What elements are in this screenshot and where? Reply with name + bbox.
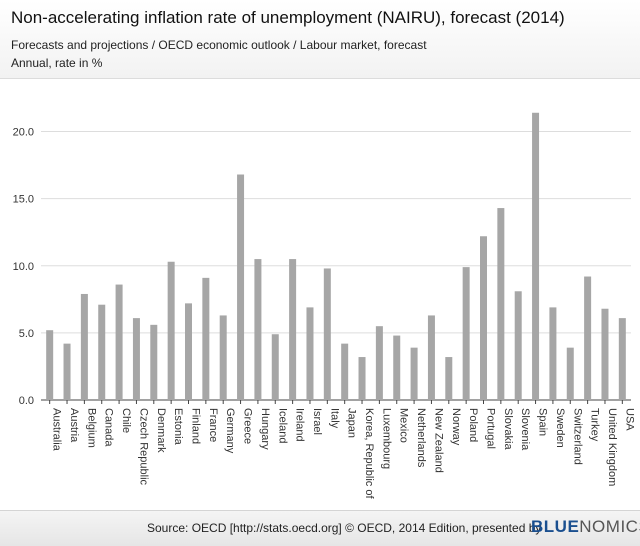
y-tick-label: 5.0 [19, 328, 34, 340]
x-tick-label: Finland [190, 408, 202, 444]
bar [271, 334, 279, 400]
chart-title: Non-accelerating inflation rate of unemp… [11, 8, 565, 27]
x-tick-label: Estonia [172, 408, 184, 446]
bar [306, 307, 314, 400]
y-tick-label: 20.0 [13, 127, 34, 139]
x-tick-label: Greece [242, 408, 254, 444]
bar [254, 259, 262, 400]
x-tick-label: Norway [450, 408, 462, 446]
bar [358, 357, 366, 400]
y-tick-label: 15.0 [13, 194, 34, 206]
bar [289, 259, 297, 400]
x-tick-label: Spain [537, 408, 549, 436]
x-tick-label: Austria [68, 408, 80, 443]
x-tick-label: Slovenia [519, 408, 531, 451]
brand-part-nomics: NOMICS [579, 517, 640, 536]
x-tick-label: New Zealand [432, 408, 444, 473]
x-tick-label: Netherlands [415, 408, 427, 468]
x-tick-label: Italy [328, 408, 340, 429]
x-tick-label: Ireland [294, 408, 306, 442]
bar [584, 276, 592, 400]
bar [497, 208, 505, 400]
bar [323, 268, 331, 400]
bar [445, 357, 453, 400]
x-tick-label: Korea, Republic of [363, 408, 375, 499]
x-tick-label: USA [623, 408, 635, 431]
bar [549, 307, 557, 400]
x-tick-label: Portugal [485, 408, 497, 449]
x-tick-label: Australia [51, 408, 63, 452]
y-tick-label: 0.0 [19, 395, 34, 407]
bar [566, 347, 574, 400]
bar [98, 304, 106, 400]
bar [115, 284, 123, 400]
x-tick-label: France [207, 408, 219, 442]
chart-subtitle: Forecasts and projections / OECD economi… [11, 38, 427, 52]
bar [393, 335, 401, 400]
chart-unit: Annual, rate in % [11, 56, 103, 70]
x-tick-label: Germany [224, 408, 236, 454]
y-tick-label: 10.0 [13, 261, 34, 273]
chart-footer: Source: OECD [http://stats.oecd.org] © O… [0, 510, 640, 546]
x-tick-label: Czech Republic [137, 408, 149, 486]
x-tick-label: Iceland [276, 408, 288, 443]
bar-chart: 0.0 5.0 10.0 15.0 20.0 Australia Austria Belgiu… [13, 112, 635, 499]
bar [375, 326, 383, 400]
bar [341, 343, 349, 400]
brand-part-blue: BLUE [531, 517, 580, 536]
bar [46, 330, 54, 400]
x-tick-label: Denmark [155, 408, 167, 453]
x-tick-label: Israel [311, 408, 323, 435]
x-tick-label: Switzerland [571, 408, 583, 465]
bar [150, 324, 158, 400]
bar [427, 315, 435, 400]
bluenomics-logo[interactable]: BLUENOMICS [531, 517, 640, 537]
source-text: Source: OECD [http://stats.oecd.org] © O… [147, 521, 542, 535]
x-tick-label: Canada [103, 408, 115, 447]
x-tick-label: Belgium [85, 408, 97, 448]
bar [185, 303, 192, 400]
x-tick-label: United Kingdom [606, 408, 618, 486]
x-tick-label: Turkey [589, 408, 601, 442]
x-tick-label: Sweden [554, 408, 566, 448]
bar [219, 315, 227, 400]
x-tick-label: Mexico [398, 408, 410, 443]
x-tick-label: Japan [346, 408, 358, 438]
bar [202, 277, 210, 400]
bar [410, 347, 418, 400]
x-tick-label: Luxembourg [380, 408, 392, 469]
bar [167, 261, 175, 400]
x-tick-label: Chile [120, 408, 132, 433]
bar [480, 236, 487, 400]
bar [601, 308, 609, 400]
bar [63, 343, 71, 400]
bar [462, 267, 470, 400]
bar [532, 112, 540, 400]
bar [132, 318, 140, 400]
x-tick-label: Hungary [259, 408, 271, 450]
bar [80, 293, 88, 400]
bar [514, 291, 522, 400]
bar [618, 318, 626, 400]
bar [237, 174, 245, 400]
x-tick-label: Slovakia [502, 408, 514, 450]
x-tick-label: Poland [467, 408, 479, 442]
chart-header: Non-accelerating inflation rate of unemp… [0, 0, 640, 79]
